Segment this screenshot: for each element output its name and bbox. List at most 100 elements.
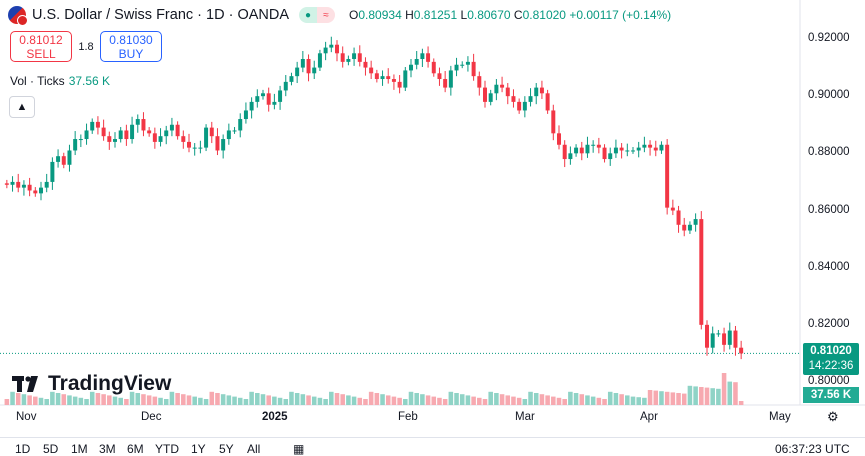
candle-body — [317, 53, 322, 68]
volume-bar — [619, 394, 624, 405]
range-1d[interactable]: 1D — [15, 442, 31, 456]
chart-area[interactable] — [0, 0, 865, 406]
candle-body — [374, 73, 379, 80]
candle-body — [61, 156, 66, 165]
candle-body — [312, 67, 317, 74]
candle-body — [528, 96, 533, 102]
candle-body — [16, 181, 21, 188]
volume-bar — [499, 394, 505, 405]
price-tick-label: 0.90000 — [808, 89, 850, 102]
candlestick-chart[interactable] — [0, 0, 865, 437]
volume-bar — [329, 391, 334, 405]
candle-body — [420, 53, 425, 60]
candle-body — [471, 61, 476, 77]
volume-bar — [15, 393, 21, 405]
range-1y[interactable]: 1Y — [191, 442, 206, 456]
tradingview-logo[interactable]: TradingView — [12, 372, 171, 396]
close-value: 0.81020 — [522, 8, 566, 22]
candle-body — [403, 70, 408, 88]
volume-bar — [78, 397, 84, 405]
candle-body — [10, 181, 15, 185]
chevron-up-icon: ▲ — [16, 101, 28, 113]
pattern-icon[interactable]: ≈ — [317, 7, 336, 23]
volume-bar — [61, 394, 67, 405]
utc-clock[interactable]: 06:37:23 UTC — [775, 442, 850, 456]
candle-body — [562, 144, 567, 160]
tradingview-logo-icon — [12, 376, 38, 392]
candle-body — [636, 147, 641, 151]
candle-body — [437, 73, 442, 80]
market-status[interactable]: ● ≈ — [299, 7, 336, 23]
volume-bar — [494, 393, 499, 405]
volume-bar — [129, 391, 135, 405]
candle-body — [596, 144, 601, 148]
range-1m[interactable]: 1M — [71, 442, 88, 456]
volume-bar — [533, 393, 539, 405]
volume-bar — [425, 395, 431, 405]
volume-bar — [158, 397, 163, 405]
ohlc-values: O0.80934 H0.81251 L0.80670 C0.81020 +0.0… — [349, 8, 671, 22]
volume-bar — [10, 391, 15, 405]
candle-body — [300, 59, 305, 68]
volume-bar — [659, 391, 664, 405]
range-ytd[interactable]: YTD — [155, 442, 179, 456]
candle-body — [238, 119, 243, 131]
volume-bar — [704, 387, 710, 405]
buy-button[interactable]: 0.81030 BUY — [100, 31, 162, 62]
volume-bar — [152, 396, 158, 405]
range-all[interactable]: All — [247, 442, 261, 456]
volume-bar — [146, 395, 152, 405]
candle-body — [386, 76, 391, 80]
volume-bar — [294, 393, 300, 405]
last-price-tag: 0.81020 14:22:36 — [803, 343, 859, 375]
candle-body — [648, 144, 653, 148]
candle-body — [460, 64, 465, 66]
market-open-icon[interactable]: ● — [299, 7, 318, 23]
candle-body — [130, 124, 135, 140]
price-tick-label: 0.82000 — [808, 317, 850, 330]
open-key: O — [349, 8, 359, 22]
volume-bar — [630, 396, 636, 405]
volume-bar — [89, 391, 95, 405]
candle-body — [352, 53, 357, 60]
volume-bar — [351, 396, 357, 405]
volume-bar — [198, 397, 203, 405]
candle-body — [397, 81, 402, 88]
volume-bar — [311, 396, 317, 405]
range-5d[interactable]: 5D — [43, 442, 59, 456]
volume-bar — [585, 395, 590, 405]
candle-body — [585, 144, 590, 154]
volume-bar — [209, 391, 215, 405]
volume-bar — [676, 393, 681, 405]
price-tick-label: 0.88000 — [808, 146, 850, 159]
sell-button[interactable]: 0.81012 SELL — [10, 31, 72, 62]
candle-body — [187, 141, 191, 148]
candle-body — [243, 110, 248, 120]
volume-bar — [67, 395, 72, 405]
volume-bar — [562, 399, 567, 405]
chart-settings-icon[interactable]: ⚙ — [827, 409, 839, 424]
calendar-icon[interactable]: ▦ — [293, 442, 305, 456]
candle-body — [613, 147, 618, 154]
candle-body — [198, 147, 203, 149]
collapse-legend-button[interactable]: ▲ — [9, 96, 35, 118]
volume-bar — [727, 381, 733, 405]
volume-bar — [346, 395, 351, 405]
volume-bar — [408, 391, 414, 405]
range-3m[interactable]: 3M — [99, 442, 116, 456]
candle-body — [118, 130, 123, 140]
volume-bar — [27, 395, 32, 405]
trade-panel: 0.81012 SELL 1.8 0.81030 BUY — [10, 31, 162, 62]
symbol-title[interactable]: U.S. Dollar / Swiss Franc · 1D · OANDA — [32, 7, 290, 23]
candle-body — [215, 136, 220, 151]
candle-body — [158, 136, 163, 142]
volume-bar — [670, 392, 676, 405]
range-5y[interactable]: 5Y — [219, 442, 234, 456]
last-volume-tag: 37.56 K — [803, 387, 859, 403]
volume-legend[interactable]: Vol · Ticks 37.56 K — [10, 74, 110, 88]
range-6m[interactable]: 6M — [127, 442, 144, 456]
candle-body — [152, 133, 157, 142]
candle-body — [409, 64, 413, 71]
candle-body — [705, 324, 709, 348]
volume-bar — [203, 399, 209, 405]
